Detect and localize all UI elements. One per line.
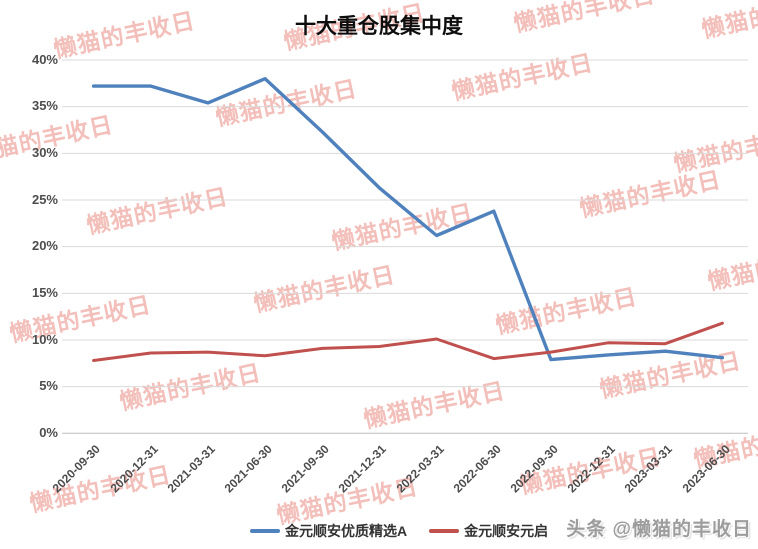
legend-item: 金元顺安元启 [429,521,548,541]
y-axis-label: 20% [31,238,58,253]
series1-legend-label: 金元顺安优质精选A [285,523,408,539]
series2-legend-label: 金元顺安元启 [464,523,549,539]
chart-title: 十大重仓股集中度 [295,14,463,38]
y-axis-label: 40% [31,52,58,67]
series1-line-marker [250,529,280,533]
legend: 金元顺安优质精选A 金元顺安元启 [250,521,548,541]
y-axis-label: 35% [31,98,58,113]
source-watermark: 头条 @懒猫的丰收日 [566,519,752,540]
series-line-0 [91,76,725,362]
series2-line-marker [429,529,460,533]
legend-item: 金元顺安优质精选A [250,521,407,541]
y-axis-label: 5% [39,378,58,393]
y-axis-label: 15% [31,285,58,300]
y-axis-label: 30% [31,145,58,160]
series-line-1 [92,321,724,362]
y-axis-label: 0% [39,425,58,440]
y-axis-label: 25% [31,192,58,207]
y-axis-label: 10% [31,332,58,347]
